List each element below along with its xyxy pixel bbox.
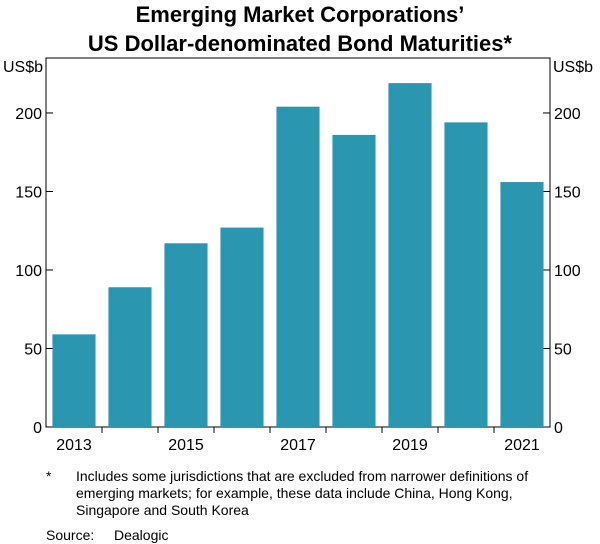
chart-title-line-1: Emerging Market Corporations’ xyxy=(135,2,465,27)
source-line: Source: Dealogic xyxy=(46,527,586,544)
chart-title-line-2: US Dollar-denominated Bond Maturities* xyxy=(87,31,513,56)
source-label: Source: xyxy=(46,527,95,543)
x-tick-label: 2013 xyxy=(56,437,92,454)
y-tick-label-right: 50 xyxy=(554,341,572,358)
bar-2017 xyxy=(276,106,320,427)
footnote-text: Includes some jurisdictions that are exc… xyxy=(76,468,529,518)
y-tick-label-left: 200 xyxy=(15,106,42,123)
y-tick-labels: 0 0 50 50 100 100 150 150 200 200 xyxy=(15,106,581,437)
x-tick-label: 2021 xyxy=(504,437,540,454)
bar-2018 xyxy=(332,134,376,427)
bar-2016 xyxy=(220,227,264,427)
bar-2015 xyxy=(164,243,208,427)
y-tick-label-right: 100 xyxy=(554,263,581,280)
x-tick-label: 2017 xyxy=(280,437,316,454)
y-axis-unit-left: US$b xyxy=(3,59,43,76)
y-tick-label-left: 100 xyxy=(15,263,42,280)
x-tick-label: 2015 xyxy=(168,437,204,454)
bar-2014 xyxy=(108,287,152,427)
footnote-marker: * xyxy=(46,468,52,484)
y-tick-label-right: 150 xyxy=(554,184,581,201)
bars xyxy=(52,83,544,427)
x-tick-labels: 2013 2015 2017 2019 2021 xyxy=(56,437,540,454)
y-tick-label-right: 200 xyxy=(554,106,581,123)
bar-2019 xyxy=(388,83,432,427)
chart-title: Emerging Market Corporations’ US Dollar-… xyxy=(0,0,600,58)
x-tick-label: 2019 xyxy=(392,437,428,454)
bar-2020 xyxy=(444,122,488,427)
bar-2021 xyxy=(500,182,544,427)
bar-2013 xyxy=(52,334,96,427)
y-axis-unit-right: US$b xyxy=(553,59,593,76)
axis-ticks xyxy=(46,112,550,433)
footnotes: * Includes some jurisdictions that are e… xyxy=(46,468,586,544)
y-tick-label-left: 150 xyxy=(15,184,42,201)
source-value: Dealogic xyxy=(114,527,169,543)
footnote: * Includes some jurisdictions that are e… xyxy=(46,468,586,519)
y-tick-label-left: 50 xyxy=(24,341,42,358)
y-tick-label-right: 0 xyxy=(554,420,563,437)
y-tick-label-left: 0 xyxy=(33,420,42,437)
